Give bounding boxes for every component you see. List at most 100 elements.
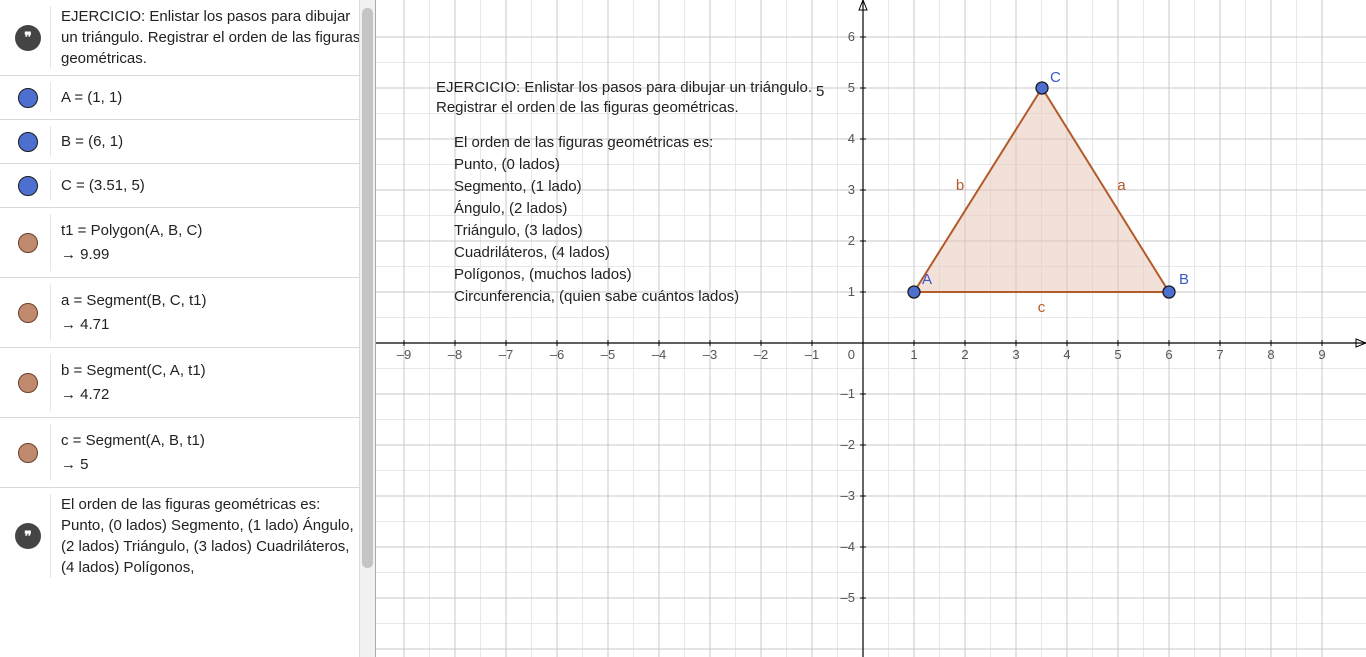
row-def: a = Segment(B, C, t1) [61, 292, 206, 309]
label-b: b [956, 177, 964, 194]
svg-text:–1: –1 [805, 347, 819, 362]
row-value: → 9.99 [61, 244, 365, 265]
svg-text:5: 5 [1114, 347, 1121, 362]
svg-text:9: 9 [1318, 347, 1325, 362]
algebra-row-C[interactable]: C = (3.51, 5) [0, 164, 375, 208]
svg-text:3: 3 [1012, 347, 1019, 362]
svg-text:8: 8 [1267, 347, 1274, 362]
svg-text:2: 2 [961, 347, 968, 362]
svg-text:3: 3 [848, 182, 855, 197]
marker-col: ❞ [6, 6, 51, 69]
marker-col [6, 284, 51, 341]
marker-col [6, 354, 51, 411]
algebra-row-t1[interactable]: t1 = Polygon(A, B, C) → 9.99 [0, 208, 375, 278]
row-content: A = (1, 1) [61, 87, 365, 108]
row-content: b = Segment(C, A, t1) → 4.72 [61, 360, 365, 405]
svg-text:–4: –4 [652, 347, 666, 362]
marker-col [6, 214, 51, 271]
marker-col: ❞ [6, 494, 51, 578]
svg-text:–1: –1 [841, 386, 855, 401]
graph-panel[interactable]: –9–8–7–6–5–4–3–2–1123456789–5–4–3–2–1123… [376, 0, 1366, 657]
graph-canvas[interactable]: –9–8–7–6–5–4–3–2–1123456789–5–4–3–2–1123… [376, 0, 1366, 657]
svg-text:6: 6 [848, 29, 855, 44]
svg-text:–4: –4 [841, 539, 855, 554]
algebra-scroll[interactable]: ❞ EJERCICIO: Enlistar los pasos para dib… [0, 0, 375, 657]
point-C[interactable] [1036, 82, 1048, 94]
label-c: c [1038, 299, 1046, 316]
svg-text:–7: –7 [499, 347, 513, 362]
canvas-text-sub: 5 [816, 83, 824, 100]
algebra-row-text2[interactable]: ❞ El orden de las figuras geométricas es… [0, 488, 375, 584]
canvas-text: Triángulo, (3 lados) [454, 222, 583, 239]
label-a: a [1117, 177, 1126, 194]
segment-icon [18, 303, 38, 323]
canvas-text: Circunferencia, (quien sabe cuántos lado… [454, 288, 739, 305]
algebra-scrollbar[interactable] [359, 0, 375, 657]
svg-text:2: 2 [848, 233, 855, 248]
row-content: t1 = Polygon(A, B, C) → 9.99 [61, 220, 365, 265]
svg-text:4: 4 [1063, 347, 1070, 362]
algebra-panel[interactable]: ❞ EJERCICIO: Enlistar los pasos para dib… [0, 0, 376, 657]
scrollbar-thumb[interactable] [362, 8, 373, 568]
row-content: c = Segment(A, B, t1) → 5 [61, 430, 365, 475]
algebra-row-c[interactable]: c = Segment(A, B, t1) → 5 [0, 418, 375, 488]
row-content: El orden de las figuras geométricas es: … [61, 494, 365, 578]
svg-text:–8: –8 [448, 347, 462, 362]
algebra-row-B[interactable]: B = (6, 1) [0, 120, 375, 164]
svg-text:–6: –6 [550, 347, 564, 362]
svg-text:7: 7 [1216, 347, 1223, 362]
svg-text:6: 6 [1165, 347, 1172, 362]
canvas-text: Segmento, (1 lado) [454, 178, 582, 195]
row-content: a = Segment(B, C, t1) → 4.71 [61, 290, 365, 335]
algebra-row-a[interactable]: a = Segment(B, C, t1) → 4.71 [0, 278, 375, 348]
point-A[interactable] [908, 286, 920, 298]
svg-text:1: 1 [910, 347, 917, 362]
algebra-row-A[interactable]: A = (1, 1) [0, 76, 375, 120]
algebra-row-text1[interactable]: ❞ EJERCICIO: Enlistar los pasos para dib… [0, 0, 375, 76]
canvas-text: Cuadriláteros, (4 lados) [454, 244, 610, 261]
svg-text:1: 1 [848, 284, 855, 299]
segment-icon [18, 443, 38, 463]
point-icon [18, 88, 38, 108]
svg-text:5: 5 [848, 80, 855, 95]
marker-col [6, 82, 51, 113]
marker-col [6, 126, 51, 157]
canvas-text: El orden de las figuras geométricas es: [454, 134, 713, 151]
row-content: EJERCICIO: Enlistar los pasos para dibuj… [61, 6, 365, 69]
label-A: A [922, 271, 932, 288]
point-B[interactable] [1163, 286, 1175, 298]
row-def: t1 = Polygon(A, B, C) [61, 222, 202, 239]
row-content: C = (3.51, 5) [61, 175, 365, 196]
row-value: → 4.72 [61, 384, 365, 405]
svg-text:0: 0 [848, 347, 855, 362]
text-object-icon: ❞ [15, 523, 41, 549]
row-def: b = Segment(C, A, t1) [61, 362, 206, 379]
marker-col [6, 424, 51, 481]
canvas-text: Registrar el orden de las figuras geomét… [436, 99, 739, 116]
text-object-icon: ❞ [15, 25, 41, 51]
row-value: → 4.71 [61, 314, 365, 335]
svg-text:–2: –2 [841, 437, 855, 452]
svg-text:–2: –2 [754, 347, 768, 362]
marker-col [6, 170, 51, 201]
canvas-text: Polígonos, (muchos lados) [454, 266, 632, 283]
svg-text:–5: –5 [841, 590, 855, 605]
row-content: B = (6, 1) [61, 131, 365, 152]
algebra-row-b[interactable]: b = Segment(C, A, t1) → 4.72 [0, 348, 375, 418]
app-root: ❞ EJERCICIO: Enlistar los pasos para dib… [0, 0, 1366, 657]
canvas-text: EJERCICIO: Enlistar los pasos para dibuj… [436, 79, 812, 96]
svg-text:4: 4 [848, 131, 855, 146]
svg-text:–9: –9 [397, 347, 411, 362]
canvas-text: Punto, (0 lados) [454, 156, 560, 173]
polygon-icon [18, 233, 38, 253]
label-B: B [1179, 271, 1189, 288]
svg-text:–3: –3 [841, 488, 855, 503]
segment-icon [18, 373, 38, 393]
svg-text:–3: –3 [703, 347, 717, 362]
label-C: C [1050, 69, 1061, 86]
point-icon [18, 176, 38, 196]
canvas-text: Ángulo, (2 lados) [454, 200, 567, 217]
row-def: c = Segment(A, B, t1) [61, 432, 205, 449]
row-value: → 5 [61, 454, 365, 475]
point-icon [18, 132, 38, 152]
